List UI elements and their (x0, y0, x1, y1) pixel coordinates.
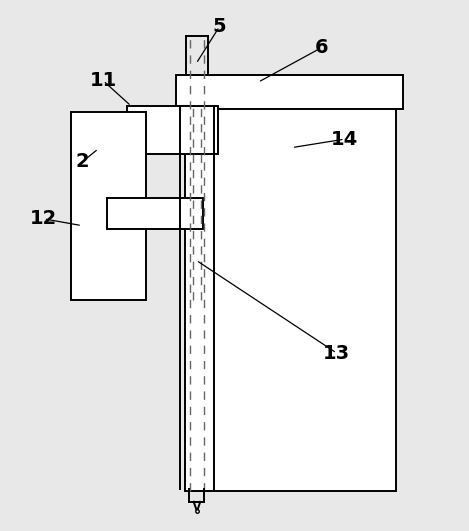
Bar (127, 106, 218, 154)
Text: 13: 13 (323, 344, 350, 363)
Text: 6: 6 (314, 38, 328, 57)
Text: 2: 2 (75, 152, 89, 172)
Text: 5: 5 (212, 17, 227, 36)
Bar (176, 75, 403, 109)
Text: 11: 11 (90, 71, 117, 90)
Bar (185, 77, 396, 491)
Text: 12: 12 (30, 209, 57, 228)
Text: 14: 14 (331, 130, 358, 149)
Bar (107, 198, 203, 229)
Bar (71, 112, 146, 300)
